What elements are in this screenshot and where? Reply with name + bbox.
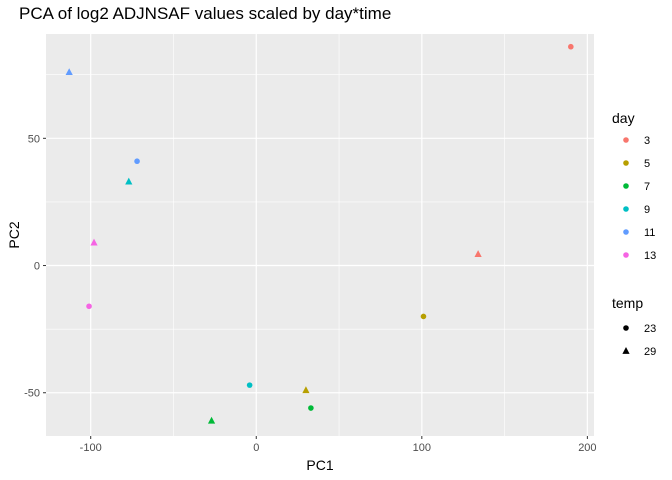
data-point xyxy=(134,158,140,165)
y-axis-ticks: -50 0 50 xyxy=(24,133,46,400)
data-point xyxy=(474,250,482,257)
day-legend-label: 3 xyxy=(644,135,650,147)
temp-legend-title: temp xyxy=(612,295,643,311)
data-point xyxy=(125,177,133,185)
data-point xyxy=(207,416,216,424)
legend-swatch xyxy=(623,137,629,143)
legend-swatch xyxy=(622,347,630,354)
data-point xyxy=(420,313,427,320)
legend-swatch xyxy=(623,160,629,166)
minor-gridlines xyxy=(46,34,594,436)
data-point xyxy=(308,405,314,411)
legend-swatch xyxy=(623,252,629,258)
data-point xyxy=(86,303,92,310)
x-tick-label: 0 xyxy=(253,442,259,454)
legend-swatch xyxy=(623,325,629,331)
major-gridlines xyxy=(46,34,594,436)
legend-swatch xyxy=(623,229,629,235)
day-legend-label: 9 xyxy=(644,204,650,216)
data-point xyxy=(568,43,574,50)
chart-title: PCA of log2 ADJNSAF values scaled by day… xyxy=(19,4,392,23)
x-tick-label: 100 xyxy=(413,442,431,454)
y-axis-title: PC2 xyxy=(6,221,22,248)
day-legend-label: 11 xyxy=(644,227,655,239)
day-legend-title: day xyxy=(612,110,635,126)
plot-panel xyxy=(46,34,594,436)
data-point xyxy=(65,68,73,76)
day-legend-label: 13 xyxy=(644,250,656,262)
day-legend: day 3 5 7 9 11 13 xyxy=(612,110,656,262)
day-legend-label: 5 xyxy=(644,158,650,170)
x-axis-ticks: -100 0 100 200 xyxy=(80,436,597,454)
legend-swatch xyxy=(623,206,629,212)
legend-swatch xyxy=(623,183,629,189)
data-point xyxy=(302,386,310,394)
temp-legend: temp 23 29 xyxy=(612,295,656,358)
y-tick-label: 50 xyxy=(28,133,40,145)
day-legend-label: 7 xyxy=(644,181,650,193)
data-point xyxy=(90,238,98,246)
temp-legend-label: 29 xyxy=(644,346,656,358)
data-point xyxy=(246,382,253,388)
y-tick-label: 0 xyxy=(34,261,40,273)
x-tick-label: 200 xyxy=(578,442,596,454)
data-points xyxy=(65,43,574,424)
x-axis-title: PC1 xyxy=(306,457,333,473)
x-tick-label: -100 xyxy=(80,442,102,454)
temp-legend-label: 23 xyxy=(644,323,656,335)
y-tick-label: -50 xyxy=(24,388,40,400)
